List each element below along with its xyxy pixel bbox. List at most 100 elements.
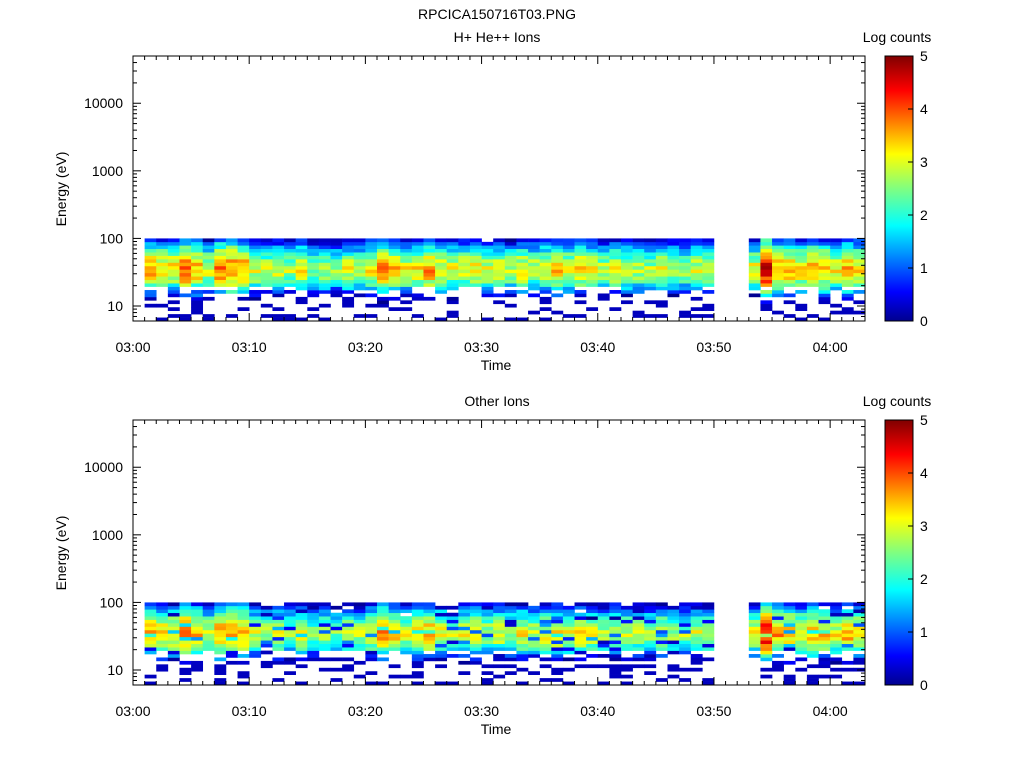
spectrogram-cell xyxy=(318,272,331,277)
spectrogram-cell xyxy=(144,259,157,263)
spectrogram-cell xyxy=(295,602,308,607)
spectrogram-cell xyxy=(609,633,622,638)
spectrogram-cell xyxy=(307,619,320,624)
spectrogram-cell xyxy=(853,636,866,641)
spectrogram-cell xyxy=(830,252,843,256)
spectrogram-cell xyxy=(632,609,645,614)
spectrogram-cell xyxy=(144,245,157,250)
spectrogram-cell xyxy=(481,650,494,655)
spectrogram-cell xyxy=(644,262,657,267)
spectrogram-cell xyxy=(156,265,169,270)
spectrogram-cell xyxy=(388,647,401,651)
spectrogram-cell xyxy=(609,602,622,607)
spectrogram-cell xyxy=(679,616,692,620)
spectrogram-cell xyxy=(458,640,471,645)
spectrogram-cell xyxy=(562,259,575,263)
spectrogram-cell xyxy=(144,303,157,308)
spectrogram-cell xyxy=(806,276,819,281)
spectrogram-cell xyxy=(423,255,436,260)
spectrogram-cell xyxy=(644,612,657,617)
spectrogram-cell xyxy=(772,276,784,281)
spectrogram-cell xyxy=(167,612,180,617)
spectrogram-cell xyxy=(411,664,424,669)
spectrogram-cell xyxy=(679,623,692,627)
spectrogram-cell xyxy=(539,283,552,287)
spectrogram-cell xyxy=(539,241,552,246)
spectrogram-cell xyxy=(493,248,506,253)
spectrogram-cell xyxy=(679,636,692,641)
spectrogram-cell xyxy=(144,293,157,298)
spectrogram-cell xyxy=(237,283,250,287)
spectrogram-cell xyxy=(156,667,169,672)
spectrogram-cell xyxy=(609,629,622,634)
spectrogram-cell xyxy=(330,643,343,648)
spectrogram-cell xyxy=(702,255,715,260)
spectrogram-cell xyxy=(318,633,331,638)
spectrogram-cell xyxy=(167,272,180,277)
spectrogram-cell xyxy=(284,255,296,260)
spectrogram-cell xyxy=(818,252,831,256)
spectrogram-cell xyxy=(679,314,692,318)
spectrogram-cell xyxy=(853,602,866,607)
spectrogram-cell xyxy=(539,296,552,301)
x-tick-label: 04:00 xyxy=(813,703,848,719)
spectrogram-cell xyxy=(214,647,227,651)
spectrogram-cell xyxy=(353,245,366,250)
spectrogram-cell xyxy=(411,660,424,665)
spectrogram-cell xyxy=(144,283,157,287)
x-tick-label: 04:00 xyxy=(813,339,848,355)
spectrogram-cell xyxy=(621,633,633,638)
spectrogram-cell xyxy=(504,269,517,274)
spectrogram-cell xyxy=(783,262,796,267)
spectrogram-cell xyxy=(144,609,157,614)
spectrogram-cell xyxy=(400,245,413,250)
spectrogram-cell xyxy=(295,241,308,246)
spectrogram-cell xyxy=(365,293,378,298)
spectrogram-cell xyxy=(365,623,378,627)
spectrogram-cell xyxy=(411,674,424,679)
spectrogram-cell xyxy=(423,619,436,624)
spectrogram-cell xyxy=(446,276,459,281)
spectrogram-cell xyxy=(191,602,204,607)
spectrogram-cell xyxy=(284,238,296,243)
spectrogram-cell xyxy=(481,290,494,294)
spectrogram-cell xyxy=(841,245,854,250)
spectrogram-cell xyxy=(644,276,657,281)
spectrogram-cell xyxy=(342,616,355,620)
spectrogram-cell xyxy=(516,279,529,284)
spectrogram-cell xyxy=(644,245,657,250)
spectrogram-cell xyxy=(679,640,692,645)
spectrogram-cell xyxy=(446,269,459,274)
spectrogram-cell xyxy=(272,293,285,298)
spectrogram-cell xyxy=(772,279,784,284)
spectrogram-cell xyxy=(214,276,227,281)
spectrogram-cell xyxy=(307,602,320,607)
spectrogram-cell xyxy=(318,605,331,610)
spectrogram-cell xyxy=(156,303,169,308)
spectrogram-cell xyxy=(516,654,529,658)
spectrogram-cell xyxy=(377,269,389,274)
spectrogram-cell xyxy=(365,314,378,318)
spectrogram-cell xyxy=(330,286,343,291)
spectrogram-cell xyxy=(353,269,366,274)
spectrogram-cell xyxy=(284,252,296,256)
spectrogram-cell xyxy=(179,650,192,655)
spectrogram-cell xyxy=(644,654,657,658)
spectrogram-cell xyxy=(830,303,843,308)
spectrogram-cell xyxy=(586,623,599,627)
spectrogram-cell xyxy=(191,255,204,260)
spectrogram-cell xyxy=(609,259,622,263)
x-tick-label: 03:00 xyxy=(115,339,150,355)
spectrogram-cell xyxy=(342,612,355,617)
spectrogram-cell xyxy=(411,245,424,250)
spectrogram-cell xyxy=(609,255,622,260)
spectrogram-cell xyxy=(388,255,401,260)
spectrogram-cell xyxy=(272,640,285,645)
spectrogram-cell xyxy=(388,286,401,291)
spectrogram-cell xyxy=(853,609,866,614)
spectrogram-cell xyxy=(528,616,540,620)
spectrogram-cell xyxy=(609,612,622,617)
spectrogram-cell xyxy=(574,629,587,634)
spectrogram-cell xyxy=(690,262,703,267)
spectrogram-cell xyxy=(191,664,204,669)
